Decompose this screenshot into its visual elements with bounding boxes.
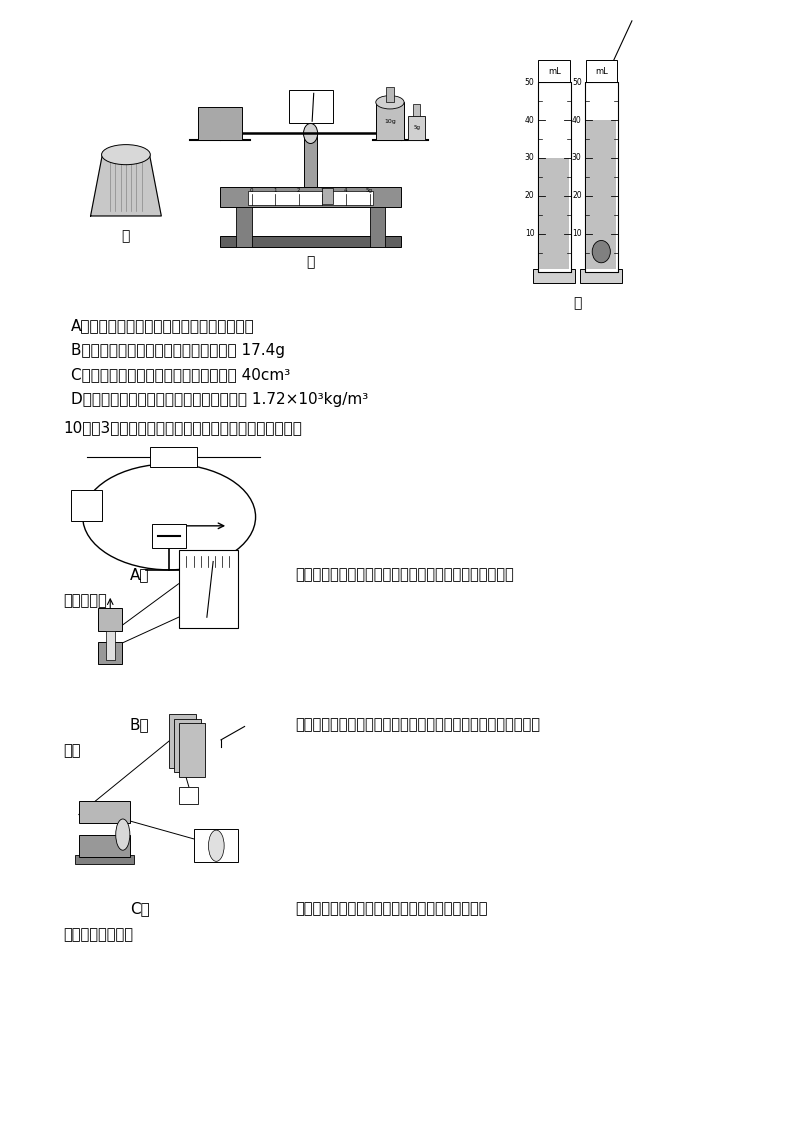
Text: B．: B． [130, 718, 149, 732]
Text: 制成电动机: 制成电动机 [63, 593, 107, 608]
Bar [79, 801, 130, 823]
Bar [288, 90, 333, 124]
Bar [98, 609, 122, 631]
Text: mL: mL [548, 66, 561, 75]
Bar [408, 116, 426, 140]
Text: 40: 40 [572, 116, 582, 125]
Bar [106, 631, 115, 659]
Bar [533, 270, 576, 283]
Bar [586, 120, 616, 270]
Bar [248, 191, 373, 204]
Bar [369, 204, 385, 247]
Text: 如图所示，闭合开关，小磁针将发生偏转，依据该现象可: 如图所示，闭合开关，小磁针将发生偏转，依据该现象可 [295, 567, 514, 582]
Text: −: − [183, 451, 192, 462]
Bar [169, 714, 196, 768]
Text: 现象可制成发电机: 现象可制成发电机 [63, 928, 133, 942]
Bar [376, 102, 404, 140]
Bar [98, 641, 122, 664]
Bar [179, 787, 198, 804]
Text: N: N [94, 807, 102, 818]
Text: 如图所示，闭合开关，磁场中导体竖直向上运动时电流表指针不: 如图所示，闭合开关，磁场中导体竖直向上运动时电流表指针不 [295, 718, 540, 732]
Text: 2: 2 [297, 188, 301, 192]
Bar [198, 107, 242, 140]
Bar [75, 855, 134, 864]
Polygon shape [91, 155, 161, 216]
Text: A．甲图中应将平衡螺母向左调，使横梁平衡: A．甲图中应将平衡螺母向左调，使横梁平衡 [71, 319, 255, 334]
Text: 丙: 丙 [573, 296, 582, 310]
Bar [220, 236, 401, 247]
Ellipse shape [376, 95, 404, 109]
Text: 30: 30 [572, 154, 582, 163]
Text: 0: 0 [250, 188, 253, 192]
Bar [152, 523, 187, 548]
Text: 20: 20 [572, 191, 582, 200]
Bar [386, 86, 394, 102]
Text: 偏转: 偏转 [63, 743, 81, 758]
Text: 10．（3分）关于下列四幅图的叙述中正确的是（　　）: 10．（3分）关于下列四幅图的叙述中正确的是（ ） [63, 420, 302, 435]
Ellipse shape [209, 830, 224, 861]
Circle shape [303, 124, 318, 144]
Text: 乙: 乙 [306, 255, 314, 270]
Text: 10: 10 [572, 229, 582, 238]
Bar [304, 134, 317, 186]
Ellipse shape [116, 819, 130, 850]
Bar [538, 60, 570, 82]
Text: D．利用图中信息，可计算出石块的密度是 1.72×10³kg/m³: D．利用图中信息，可计算出石块的密度是 1.72×10³kg/m³ [71, 392, 368, 407]
Bar [539, 158, 569, 270]
Text: 30: 30 [525, 154, 534, 163]
Bar [179, 723, 206, 777]
Text: mL: mL [595, 66, 607, 75]
Text: 如图所示，闭合开关，磁场中导体将运动，依据该: 如图所示，闭合开关，磁场中导体将运动，依据该 [295, 902, 488, 916]
Text: B．乙图中测石块质量时，天平的示数是 17.4g: B．乙图中测石块质量时，天平的示数是 17.4g [71, 343, 285, 358]
Text: C．: C． [130, 902, 149, 916]
Bar [580, 270, 622, 283]
Bar [414, 104, 420, 116]
Bar [538, 82, 571, 272]
Bar [584, 82, 618, 272]
Text: +: + [155, 451, 163, 462]
Bar [322, 188, 333, 203]
Text: S: S [106, 648, 114, 658]
Bar [585, 60, 617, 82]
Text: 10g: 10g [384, 119, 395, 124]
Text: 50: 50 [525, 77, 534, 86]
Text: 20: 20 [525, 191, 534, 200]
Text: 40: 40 [525, 116, 534, 125]
Text: 1: 1 [273, 188, 277, 192]
Text: 5g: 5g [413, 126, 420, 130]
Bar [179, 550, 238, 629]
Bar [174, 719, 201, 773]
Bar [195, 829, 238, 862]
Text: N: N [106, 614, 114, 624]
Ellipse shape [102, 145, 150, 165]
Ellipse shape [592, 240, 611, 263]
Text: 4: 4 [344, 188, 348, 192]
Text: 5g: 5g [366, 188, 373, 192]
Bar [79, 834, 130, 857]
Bar [220, 186, 401, 207]
Text: C．由丙图量筒的示数测得石块的体积是 40cm³: C．由丙图量筒的示数测得石块的体积是 40cm³ [71, 367, 290, 383]
Text: 50: 50 [572, 77, 582, 86]
Bar [71, 490, 102, 521]
Bar [149, 447, 197, 467]
Bar [236, 204, 252, 247]
Text: 甲: 甲 [121, 229, 130, 244]
Text: S: S [95, 841, 102, 851]
Text: 10: 10 [525, 229, 534, 238]
Text: 3: 3 [321, 188, 324, 192]
Text: A．: A． [130, 567, 149, 582]
